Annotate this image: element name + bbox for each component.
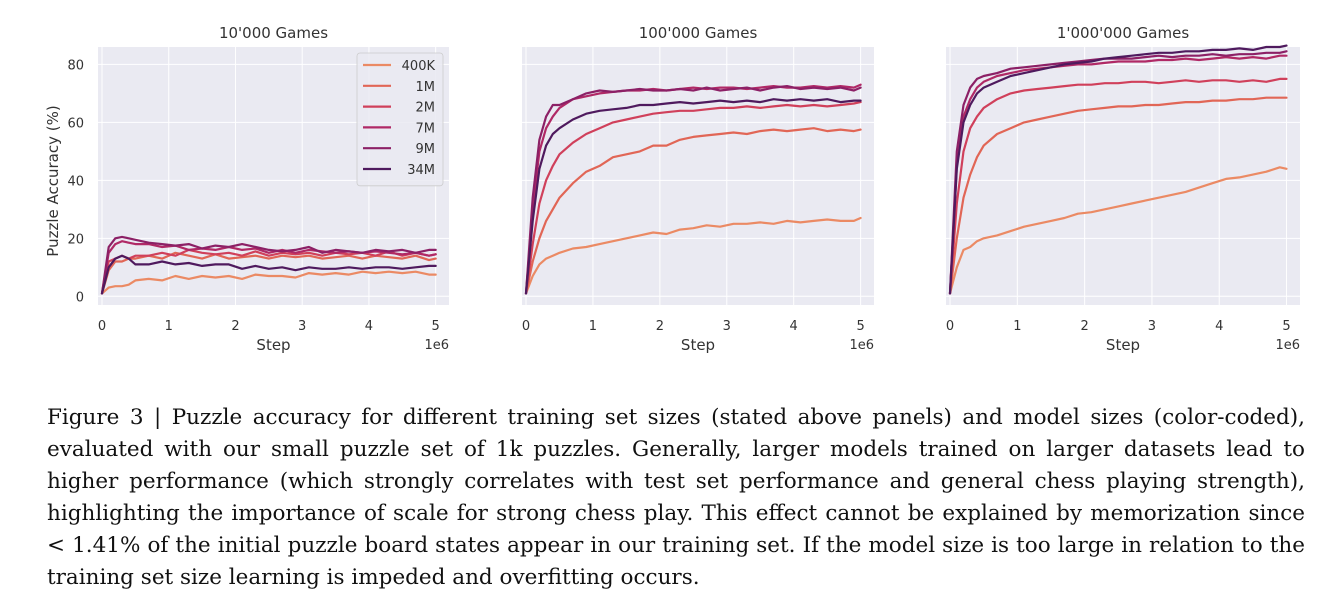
x-tick-label: 3 <box>1148 319 1156 334</box>
x-tick-label: 0 <box>98 319 106 334</box>
series-line-1M <box>524 127 862 295</box>
x-tick-label: 2 <box>656 319 664 334</box>
y-tick-label: 60 <box>67 116 84 131</box>
chart-panel-2: 0 1 2 3 4 5 Step 1e6 100'000 Games <box>522 24 874 354</box>
series-line-34M <box>524 98 862 295</box>
x-offset-label: 1e6 <box>849 338 874 353</box>
x-tick-label: 5 <box>1282 319 1290 334</box>
legend-label: 400K <box>402 59 436 74</box>
figure-caption: Figure 3 | Puzzle accuracy for different… <box>47 405 1305 590</box>
x-offset-label: 1e6 <box>424 338 449 353</box>
y-tick-label: 0 <box>76 290 84 305</box>
series-line-9M <box>100 235 437 295</box>
legend-label: 1M <box>416 80 436 95</box>
x-offset-label: 1e6 <box>1275 338 1300 353</box>
x-tick-label: 2 <box>231 319 239 334</box>
series-line-34M <box>948 44 1288 295</box>
x-axis-label: Step <box>681 336 715 354</box>
y-axis-label: Puzzle Accuracy (%) <box>44 105 62 256</box>
series-line-1M <box>948 96 1288 295</box>
x-tick-label: 3 <box>298 319 306 334</box>
series-line-2M <box>948 77 1288 295</box>
series-line-400K <box>524 216 862 295</box>
x-axis-label: Step <box>1106 336 1140 354</box>
panel-title: 1'000'000 Games <box>1057 24 1189 42</box>
x-tick-label: 1 <box>589 319 597 334</box>
series-line-400K <box>100 270 437 295</box>
series-line-9M <box>524 84 862 295</box>
x-tick-label: 1 <box>1013 319 1021 334</box>
legend-label: 9M <box>416 142 436 157</box>
figure: 0 1 2 3 4 5 0 20 40 60 80 Step 1e6 Puzzle Accuracy (%… <box>44 24 1300 354</box>
x-tick-label: 5 <box>432 319 440 334</box>
series-line-34M <box>100 254 437 295</box>
series-line-7M <box>100 240 437 295</box>
x-tick-label: 1 <box>165 319 173 334</box>
x-tick-label: 4 <box>1215 319 1223 334</box>
series-line-400K <box>948 166 1288 295</box>
x-tick-label: 4 <box>790 319 798 334</box>
panel-title: 100'000 Games <box>639 24 758 42</box>
panel-title: 10'000 Games <box>219 24 328 42</box>
x-tick-label: 3 <box>723 319 731 334</box>
x-tick-label: 0 <box>946 319 954 334</box>
series-line-2M <box>524 100 862 295</box>
legend-label: 2M <box>416 101 436 116</box>
series-line-2M <box>100 248 437 295</box>
x-tick-label: 2 <box>1080 319 1088 334</box>
x-axis-label: Step <box>256 336 290 354</box>
legend-label: 34M <box>407 163 435 178</box>
chart-panel-3: 0 1 2 3 4 5 Step 1e6 1'000'000 Games <box>946 24 1300 354</box>
y-tick-label: 80 <box>67 58 84 73</box>
series-line-1M <box>100 251 437 295</box>
plot-area <box>522 47 874 305</box>
x-tick-label: 4 <box>365 319 373 334</box>
x-tick-label: 5 <box>856 319 864 334</box>
x-tick-label: 0 <box>522 319 530 334</box>
chart-panel-1: 0 1 2 3 4 5 0 20 40 60 80 Step 1e6 Puzzle Accuracy (%… <box>44 24 449 354</box>
series-line-7M <box>948 54 1288 295</box>
y-tick-label: 20 <box>67 232 84 247</box>
legend-label: 7M <box>416 121 436 136</box>
y-tick-label: 40 <box>67 174 84 189</box>
